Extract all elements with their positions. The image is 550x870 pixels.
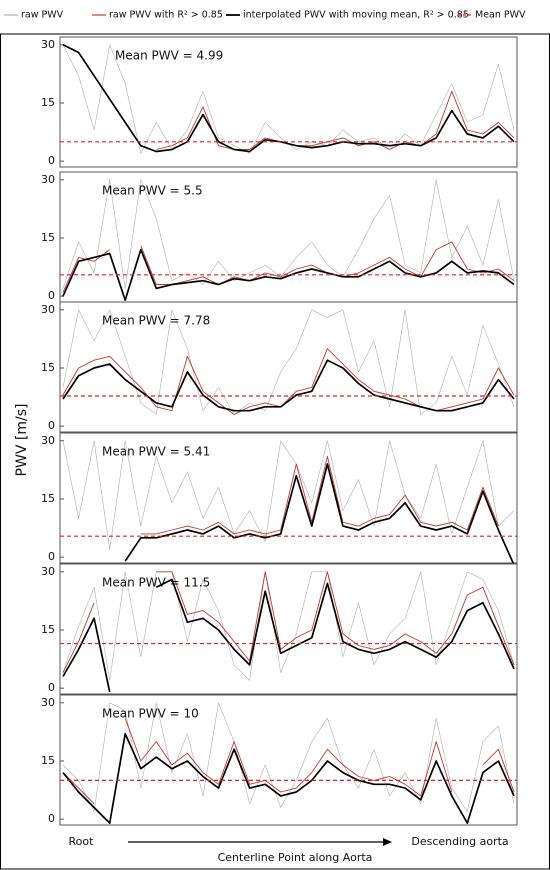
panel-frame <box>59 171 518 303</box>
mean-annotation: Mean PWV = 10 <box>102 707 199 721</box>
raw-line <box>62 571 515 681</box>
y-tick-label: 30 <box>41 434 55 447</box>
interpolated-line <box>124 463 515 563</box>
mean-annotation: Mean PWV = 5.5 <box>102 184 203 198</box>
mean-annotation: Mean PWV = 4.99 <box>115 49 223 63</box>
arrow-head <box>383 838 392 846</box>
raw-line <box>156 90 515 150</box>
y-axis-label: PWV [m/s] <box>14 404 30 477</box>
y-tick-label: 15 <box>41 96 55 109</box>
interpolated-line <box>62 359 515 412</box>
x-start-label: Root <box>69 835 95 848</box>
y-tick-label: 0 <box>48 419 55 432</box>
mean-annotation: Mean PWV = 11.5 <box>102 576 210 590</box>
plot-area <box>60 309 517 415</box>
raw-line <box>62 309 515 415</box>
panel-frame <box>59 36 518 168</box>
x-axis-label: Centerline Point along Aorta <box>218 851 373 864</box>
y-tick-label: 15 <box>41 231 55 244</box>
panel-frame <box>59 563 518 695</box>
y-tick-label: 0 <box>48 154 55 167</box>
raw-line <box>62 179 515 289</box>
mean-annotation: Mean PWV = 5.41 <box>102 445 210 459</box>
raw-line <box>62 571 515 673</box>
y-tick-label: 30 <box>41 173 55 186</box>
legend-label: Mean PWV <box>475 10 526 21</box>
y-tick-label: 0 <box>48 289 55 302</box>
raw-line <box>62 440 515 550</box>
interpolated-line <box>62 732 515 824</box>
y-tick-label: 30 <box>41 565 55 578</box>
y-tick-label: 30 <box>41 38 55 51</box>
y-tick-label: 0 <box>48 550 55 563</box>
mean-annotation: Mean PWV = 7.78 <box>102 314 210 328</box>
plot-area <box>60 702 517 824</box>
legend-label: interpolated PWV with moving mean, R² > … <box>243 10 469 21</box>
y-tick-label: 30 <box>41 696 55 709</box>
legend-label: raw PWV <box>21 10 64 21</box>
plot-area <box>60 44 517 154</box>
legend-label: raw PWV with R² > 0.85 <box>109 10 223 21</box>
y-tick-label: 30 <box>41 303 55 316</box>
interpolated-line <box>62 578 515 693</box>
y-tick-label: 15 <box>41 361 55 374</box>
raw-line <box>140 455 499 535</box>
y-tick-label: 15 <box>41 754 55 767</box>
interpolated-line <box>62 248 515 301</box>
y-tick-label: 15 <box>41 492 55 505</box>
y-tick-label: 0 <box>48 812 55 825</box>
plot-area <box>60 440 517 563</box>
x-end-label: Descending aorta <box>411 835 508 848</box>
y-tick-label: 0 <box>48 681 55 694</box>
plot-area <box>60 571 517 693</box>
plot-area <box>60 179 517 301</box>
y-tick-label: 15 <box>41 623 55 636</box>
